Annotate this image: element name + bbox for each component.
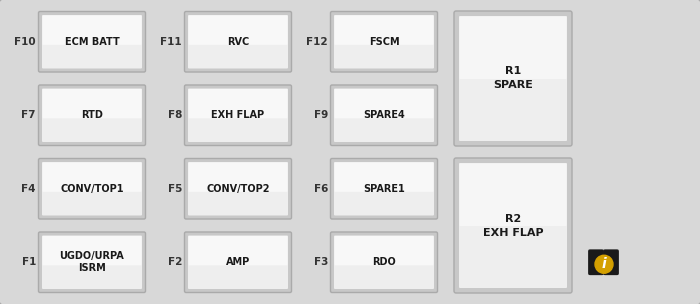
FancyBboxPatch shape [185,85,291,146]
FancyBboxPatch shape [38,12,146,72]
FancyBboxPatch shape [42,162,142,216]
FancyBboxPatch shape [42,236,142,289]
FancyBboxPatch shape [38,85,146,146]
FancyBboxPatch shape [185,12,291,72]
FancyBboxPatch shape [335,89,433,118]
Text: CONV/TOP1: CONV/TOP1 [60,184,124,194]
FancyBboxPatch shape [330,12,438,72]
FancyBboxPatch shape [334,162,434,216]
Text: F10: F10 [15,37,36,47]
FancyBboxPatch shape [188,88,288,142]
FancyBboxPatch shape [330,158,438,219]
Text: AMP: AMP [226,257,250,267]
FancyBboxPatch shape [605,251,617,274]
Text: F12: F12 [307,37,328,47]
FancyBboxPatch shape [185,232,291,292]
Text: R2
EXH FLAP: R2 EXH FLAP [483,213,543,237]
Text: F3: F3 [314,257,328,267]
FancyBboxPatch shape [334,236,434,289]
FancyBboxPatch shape [459,16,566,79]
Text: i: i [601,257,606,271]
Text: RVC: RVC [227,37,249,47]
Text: RTD: RTD [81,110,103,120]
FancyBboxPatch shape [43,89,141,118]
FancyBboxPatch shape [330,232,438,292]
Text: F7: F7 [22,110,36,120]
FancyBboxPatch shape [454,11,572,146]
FancyBboxPatch shape [330,85,438,146]
FancyBboxPatch shape [38,232,146,292]
Text: F5: F5 [167,184,182,194]
Text: F4: F4 [22,184,36,194]
Text: R1
SPARE: R1 SPARE [493,67,533,91]
FancyBboxPatch shape [43,16,141,45]
FancyBboxPatch shape [459,16,567,141]
FancyBboxPatch shape [188,163,288,192]
Text: F2: F2 [167,257,182,267]
Text: RDO: RDO [372,257,396,267]
FancyBboxPatch shape [334,15,434,68]
FancyBboxPatch shape [335,163,433,192]
FancyBboxPatch shape [43,236,141,265]
FancyBboxPatch shape [188,16,288,45]
FancyBboxPatch shape [42,88,142,142]
Text: F1: F1 [22,257,36,267]
Text: SPARE4: SPARE4 [363,110,405,120]
Text: SPARE1: SPARE1 [363,184,405,194]
Text: F8: F8 [167,110,182,120]
FancyBboxPatch shape [188,15,288,68]
FancyBboxPatch shape [589,251,603,274]
Text: EXH FLAP: EXH FLAP [211,110,265,120]
Text: CONV/TOP2: CONV/TOP2 [206,184,270,194]
Text: F9: F9 [314,110,328,120]
FancyBboxPatch shape [335,236,433,265]
Text: F6: F6 [314,184,328,194]
Text: FSCM: FSCM [369,37,399,47]
Text: F11: F11 [160,37,182,47]
FancyBboxPatch shape [188,236,288,289]
FancyBboxPatch shape [459,163,567,288]
FancyBboxPatch shape [42,15,142,68]
FancyBboxPatch shape [459,164,566,226]
FancyBboxPatch shape [335,16,433,45]
FancyBboxPatch shape [188,162,288,216]
Text: ECM BATT: ECM BATT [64,37,120,47]
FancyBboxPatch shape [454,158,572,293]
FancyBboxPatch shape [188,89,288,118]
FancyBboxPatch shape [38,158,146,219]
FancyBboxPatch shape [188,236,288,265]
Text: UGDO/URPA
ISRM: UGDO/URPA ISRM [60,251,125,274]
FancyBboxPatch shape [43,163,141,192]
Circle shape [595,255,613,273]
FancyBboxPatch shape [334,88,434,142]
FancyBboxPatch shape [185,158,291,219]
